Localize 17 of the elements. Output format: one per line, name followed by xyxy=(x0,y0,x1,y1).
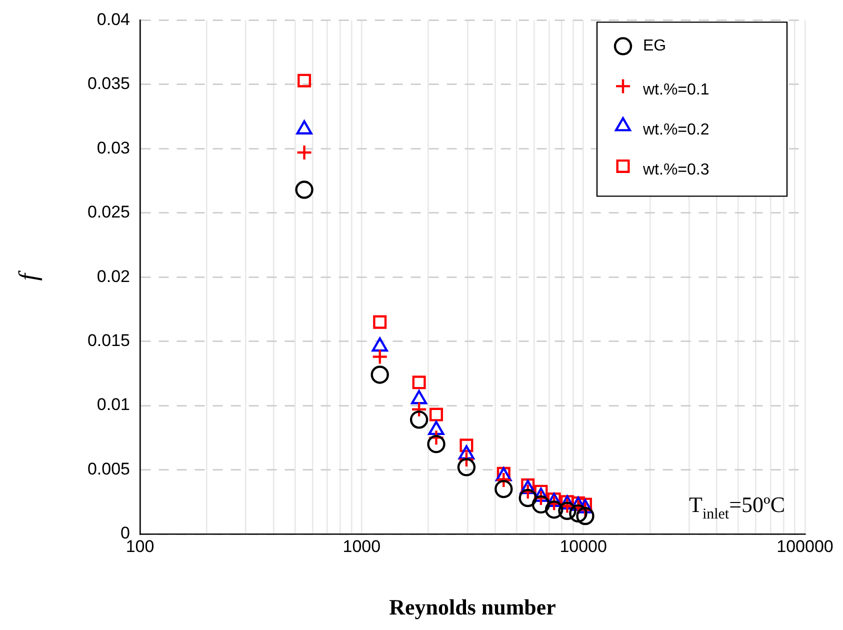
x-tick-label: 10000 xyxy=(560,536,607,556)
x-tick-label: 100000 xyxy=(776,536,834,556)
legend-label: wt.%=0.1 xyxy=(642,82,710,99)
legend-label: wt.%=0.2 xyxy=(642,122,710,139)
y-axis-title: f xyxy=(13,270,42,281)
y-tick-label: 0.02 xyxy=(96,266,130,286)
y-tick-label: 0.005 xyxy=(87,459,130,478)
y-tick-label: 0.01 xyxy=(96,395,130,414)
y-tick-label: 0.035 xyxy=(87,74,130,94)
y-tick-label: 0.025 xyxy=(87,202,130,222)
x-tick-label: 1000 xyxy=(342,536,381,556)
y-tick-label: 0.015 xyxy=(87,331,130,350)
x-axis-title: Reynolds number xyxy=(389,594,556,620)
y-tick-label: 0.03 xyxy=(96,138,130,158)
y-tick-label: 0.04 xyxy=(96,10,130,29)
legend-label: wt.%=0.3 xyxy=(642,162,710,179)
legend-label: EG xyxy=(643,38,666,55)
